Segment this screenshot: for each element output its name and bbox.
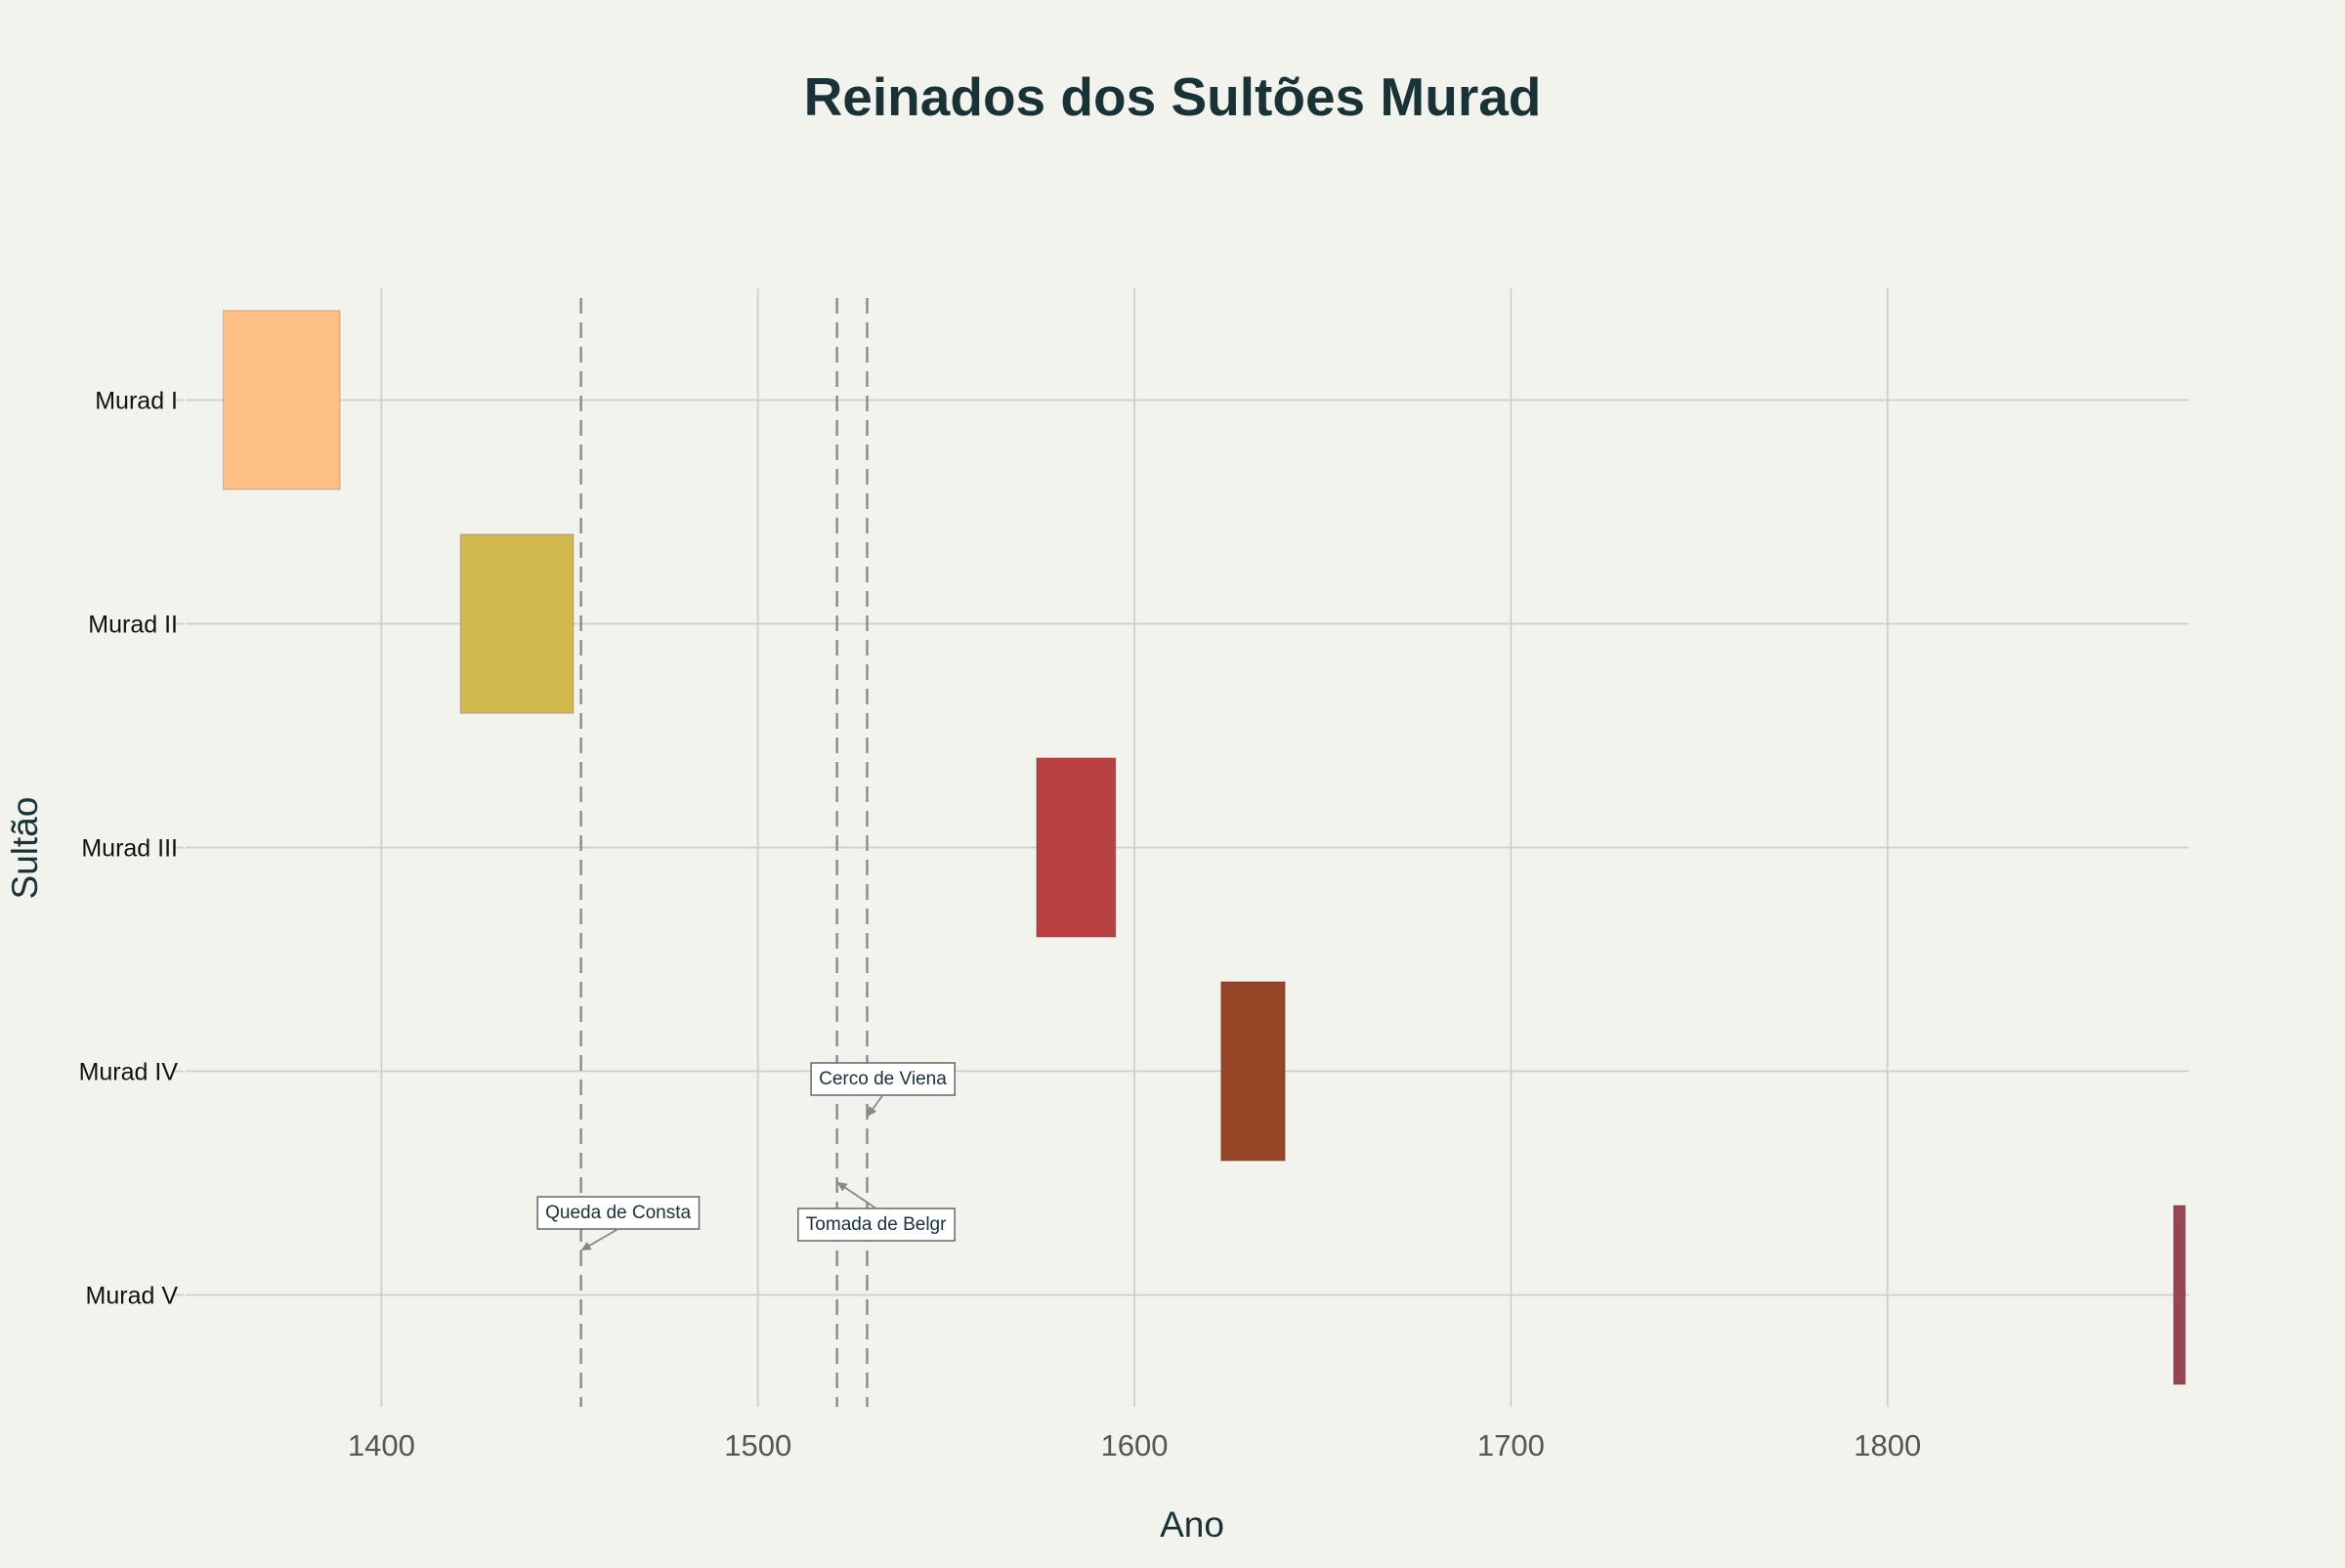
y-tick-label: Murad IV bbox=[79, 1059, 179, 1086]
event-annotation: Cerco de Viena bbox=[810, 1062, 956, 1118]
reign-bar bbox=[2172, 1205, 2187, 1385]
reign-bars bbox=[222, 310, 2187, 1385]
reign-bar bbox=[222, 310, 341, 490]
annotation-label: Queda de Consta bbox=[545, 1203, 691, 1223]
x-axis-title: Ano bbox=[1160, 1504, 1224, 1545]
annotation-box bbox=[810, 1062, 956, 1096]
annotation-arrowhead bbox=[580, 1241, 592, 1250]
annotation-label: Tomada de Belgr bbox=[806, 1214, 947, 1235]
reign-bar bbox=[459, 533, 575, 714]
reign-bar bbox=[1036, 757, 1117, 938]
annotation-box bbox=[536, 1196, 701, 1230]
event-lines bbox=[579, 298, 869, 1407]
y-tick-label: Murad II bbox=[88, 612, 178, 639]
x-tick-label: 1800 bbox=[1854, 1428, 1921, 1462]
chart-title: Reinados dos Sultões Murad bbox=[804, 66, 1542, 127]
event-annotation: Tomada de Belgr bbox=[797, 1181, 956, 1242]
axis-ticks: 1400 1500 1600 1700 1800 Murad I Murad II Murad… bbox=[79, 388, 1922, 1463]
annotation-label: Cerco de Viena bbox=[819, 1069, 947, 1089]
x-tick-label: 1600 bbox=[1101, 1428, 1169, 1462]
y-tick-label: Murad V bbox=[86, 1283, 179, 1310]
x-tick-label: 1400 bbox=[348, 1428, 415, 1462]
grid-layer bbox=[174, 288, 2189, 1407]
y-axis-title: Sultão bbox=[5, 797, 45, 900]
x-tick-label: 1700 bbox=[1477, 1428, 1545, 1462]
event-annotation: Queda de Consta bbox=[536, 1196, 701, 1251]
y-tick-label: Murad III bbox=[81, 835, 178, 863]
x-tick-label: 1500 bbox=[724, 1428, 791, 1462]
annotation-arrowhead bbox=[836, 1182, 848, 1192]
event-annotations: Queda de Consta Tomada de Belgr Cerco de V… bbox=[536, 1062, 956, 1251]
reign-bar bbox=[1220, 981, 1286, 1162]
annotation-arrowhead bbox=[867, 1106, 877, 1117]
y-tick-label: Murad I bbox=[95, 388, 178, 415]
annotation-box bbox=[797, 1208, 956, 1242]
